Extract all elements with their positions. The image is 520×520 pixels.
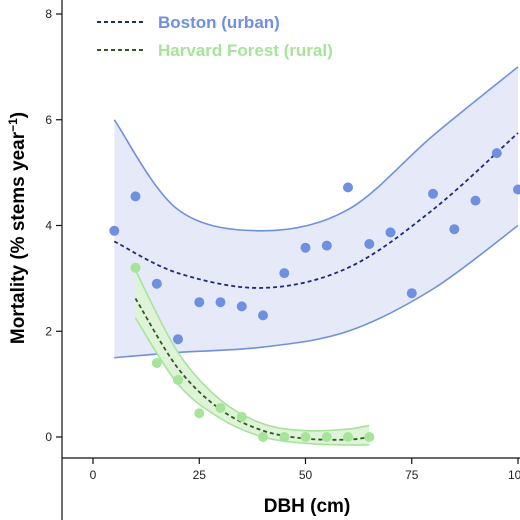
boston-point (491, 148, 502, 159)
x-tick-label: 25 (193, 468, 207, 482)
harvard-point (321, 432, 332, 442)
harvard-point (258, 432, 268, 442)
boston-point (215, 297, 226, 308)
boston-point (406, 288, 417, 299)
boston-point (449, 224, 460, 235)
boston-point (385, 227, 396, 238)
harvard-point (364, 432, 375, 442)
y-tick-label: 8 (45, 7, 52, 21)
boston-point (279, 268, 290, 279)
boston-point (321, 240, 332, 251)
harvard-point (151, 358, 162, 368)
boston-point (236, 301, 247, 312)
boston-point (109, 225, 120, 236)
boston-fit-line (113, 132, 519, 289)
boston-point (194, 297, 205, 308)
x-tick-label: 100 (508, 468, 520, 482)
boston-band-upper (113, 66, 519, 232)
x-ticks: 0 25 50 75 100 (90, 458, 520, 482)
axes (61, 0, 520, 520)
y-axis-title-main: Mortality (% stems year (8, 131, 29, 344)
confidence-bands (113, 66, 519, 446)
y-tick-label: 0 (45, 430, 52, 444)
boston-point (151, 278, 162, 289)
harvard-point (236, 411, 247, 422)
boston-point (470, 195, 481, 206)
y-tick-label: 4 (45, 219, 52, 233)
boston-point (173, 334, 183, 345)
harvard-band-upper (134, 270, 370, 432)
boston-point (130, 191, 141, 202)
y-axis-title: Mortality (% stems year−1) (6, 112, 29, 344)
y-axis-title-sup: −1 (6, 118, 20, 132)
boston-point (258, 310, 268, 321)
boston-point (300, 242, 311, 253)
harvard-point (300, 432, 311, 442)
boston-point (343, 182, 353, 193)
harvard-point (194, 408, 205, 419)
x-tick-label: 0 (90, 468, 97, 482)
y-tick-label: 2 (45, 324, 52, 338)
legend-label: Harvard Forest (rural) (158, 41, 333, 60)
legend: Boston (urban) Harvard Forest (rural) (97, 13, 333, 60)
harvard-point (343, 432, 353, 442)
legend-label: Boston (urban) (158, 13, 280, 32)
y-ticks: 0 2 4 6 8 (45, 7, 62, 444)
boston-point (513, 184, 520, 195)
harvard-point (130, 262, 141, 273)
x-tick-label: 50 (299, 468, 313, 482)
boston-point (364, 239, 375, 249)
boston-point (428, 188, 438, 199)
data-points (109, 148, 520, 442)
y-tick-label: 6 (45, 113, 52, 127)
harvard-point (173, 374, 183, 385)
x-axis-title: DBH (cm) (264, 496, 351, 517)
harvard-point (215, 402, 226, 413)
harvard-point (279, 432, 290, 442)
boston-band-fill (114, 66, 519, 358)
x-tick-label: 75 (405, 468, 419, 482)
y-axis-title-close: ) (8, 112, 29, 118)
